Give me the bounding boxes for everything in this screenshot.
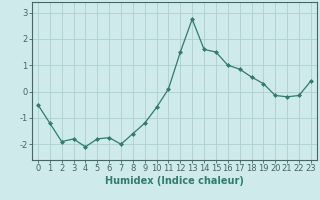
X-axis label: Humidex (Indice chaleur): Humidex (Indice chaleur): [105, 176, 244, 186]
